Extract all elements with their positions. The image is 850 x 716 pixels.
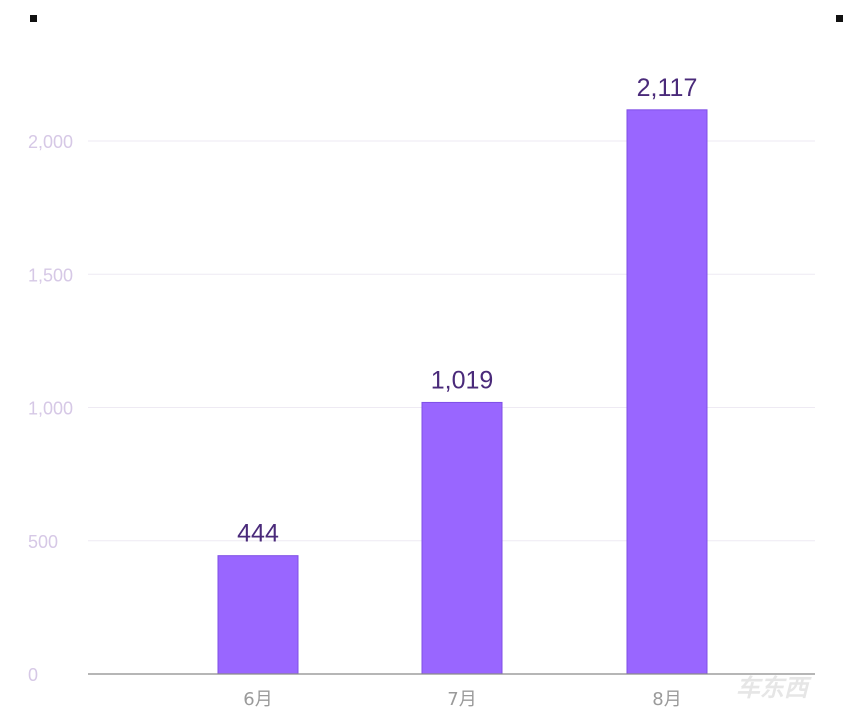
- y-tick-label: 1,000: [28, 399, 73, 419]
- x-tick-label: 7月: [447, 689, 476, 710]
- y-tick-label: 1,500: [28, 265, 73, 285]
- corner-mark-left: [30, 15, 37, 22]
- data-label: 1,019: [431, 366, 494, 394]
- y-tick-label: 500: [28, 532, 58, 552]
- corner-mark-right: [836, 15, 843, 22]
- y-tick-label: 2,000: [28, 132, 73, 152]
- bar: [217, 555, 299, 675]
- bar: [626, 109, 708, 675]
- x-tick-label: 8月: [652, 689, 681, 710]
- watermark: 车东西: [736, 674, 808, 702]
- bar: [421, 401, 503, 675]
- y-tick-label: 0: [28, 665, 38, 685]
- data-label: 2,117: [637, 74, 698, 102]
- x-tick-label: 6月: [243, 689, 272, 710]
- data-label: 444: [237, 520, 279, 548]
